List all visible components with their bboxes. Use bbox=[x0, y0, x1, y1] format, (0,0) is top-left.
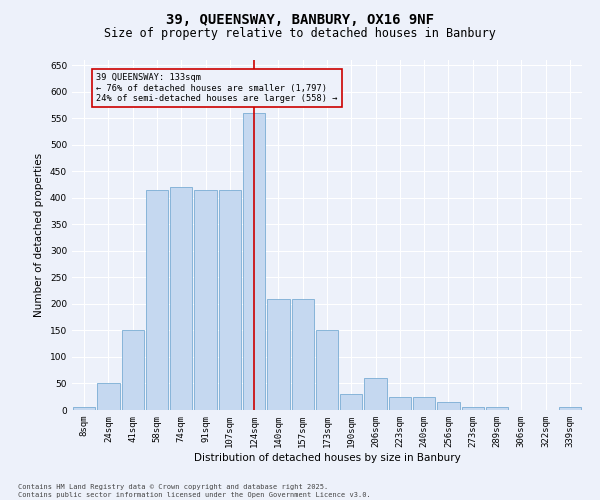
Bar bbox=[486, 408, 508, 410]
Bar bbox=[389, 396, 411, 410]
Bar bbox=[97, 384, 119, 410]
Bar bbox=[194, 190, 217, 410]
Bar bbox=[364, 378, 387, 410]
Bar bbox=[292, 298, 314, 410]
Bar bbox=[146, 190, 168, 410]
Text: 39, QUEENSWAY, BANBURY, OX16 9NF: 39, QUEENSWAY, BANBURY, OX16 9NF bbox=[166, 12, 434, 26]
Bar bbox=[316, 330, 338, 410]
Text: Contains HM Land Registry data © Crown copyright and database right 2025.
Contai: Contains HM Land Registry data © Crown c… bbox=[18, 484, 371, 498]
Y-axis label: Number of detached properties: Number of detached properties bbox=[34, 153, 44, 317]
Bar bbox=[461, 408, 484, 410]
Bar bbox=[218, 190, 241, 410]
Bar bbox=[559, 408, 581, 410]
Bar bbox=[340, 394, 362, 410]
Bar bbox=[122, 330, 144, 410]
Text: Size of property relative to detached houses in Banbury: Size of property relative to detached ho… bbox=[104, 28, 496, 40]
Bar bbox=[243, 113, 265, 410]
Bar bbox=[267, 298, 290, 410]
Bar bbox=[413, 396, 436, 410]
Bar bbox=[437, 402, 460, 410]
Bar bbox=[73, 408, 95, 410]
Bar bbox=[170, 188, 193, 410]
X-axis label: Distribution of detached houses by size in Banbury: Distribution of detached houses by size … bbox=[194, 452, 460, 462]
Text: 39 QUEENSWAY: 133sqm
← 76% of detached houses are smaller (1,797)
24% of semi-de: 39 QUEENSWAY: 133sqm ← 76% of detached h… bbox=[96, 74, 338, 103]
